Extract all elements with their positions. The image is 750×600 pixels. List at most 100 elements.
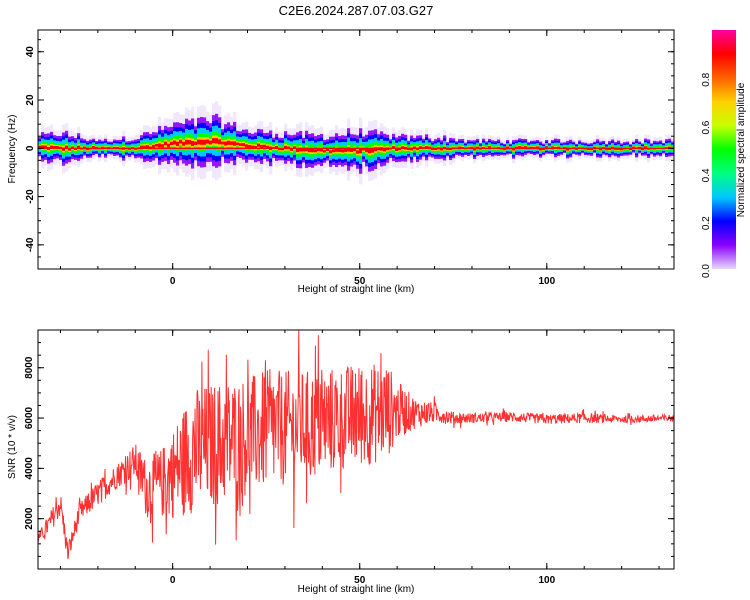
x-tick-label: 100 [538,575,555,586]
y-tick-label: 2000 [24,507,35,530]
heat-cell [611,146,615,149]
heat-cell [53,145,57,149]
heat-cell [50,145,54,149]
heat-cell [203,139,207,145]
heat-cell [575,148,579,150]
heat-cell [128,148,132,150]
spectrogram-panel: 0 50 100 -40 -20 0 20 40 Height of straight lin… [7,29,675,295]
heat-cell [251,145,255,149]
heat-cell [101,146,105,149]
heat-cell [515,146,519,149]
heat-cell [155,143,159,147]
spectrogram-axes-frame [37,29,675,270]
heat-cell [173,140,177,145]
heat-cell [92,146,96,148]
heat-cell [254,145,258,149]
heat-cell [83,146,87,149]
heat-cell [407,148,411,150]
colorbar-tick-label: 0.4 [701,168,712,182]
heat-cell [524,146,528,148]
heat-cell [65,145,69,149]
heat-cell [503,149,507,151]
heat-cell [368,149,372,154]
snr-ticks: 0 50 100 2000 4000 6000 8000 [24,330,674,586]
heat-cell [590,148,594,151]
heat-cell [257,143,261,147]
snr-panel: 0 50 100 2000 4000 6000 8000 Height of straigh… [7,329,675,595]
colorbar-tick-label: 0.8 [701,72,712,86]
snr-x-label: Height of straight line (km) [298,584,415,595]
heat-cell [410,147,414,151]
heat-cell [344,148,348,152]
heat-cell [77,145,81,149]
heat-cell [335,148,339,152]
heat-cell [230,141,234,145]
heat-cell [167,143,171,148]
heat-cell [395,148,399,152]
heat-cell [329,150,333,154]
heat-cell [314,149,318,153]
heat-cell [446,148,450,150]
heat-cell [236,142,240,146]
snr-series-line [38,330,674,560]
heat-cell [41,145,45,149]
heat-cell [479,148,483,150]
heat-cell [215,138,219,144]
heat-cell [431,148,435,151]
heat-cell [332,149,336,153]
spectrogram-x-label: Height of straight line (km) [298,284,415,295]
heat-cell [62,147,66,151]
heat-cell [140,145,144,148]
heat-cell [296,148,300,152]
heat-cell [632,146,636,148]
heat-cell [302,148,306,152]
heat-cell [425,146,429,149]
y-tick-label: 20 [25,94,36,106]
spectrogram-ticks: 0 50 100 -40 -20 0 20 40 [25,30,674,287]
heat-cell [617,148,621,150]
heat-cell [263,144,267,148]
heat-cell [638,146,642,148]
figure-title: C2E6.2024.287.07.03.G27 [279,3,434,18]
heat-cell [242,143,246,147]
heat-cell [362,147,366,151]
heat-cell [371,148,375,153]
heat-cell [86,148,90,151]
heat-cell [197,139,201,145]
heat-cell [476,146,480,149]
heat-cell [347,147,351,152]
colorbar-gradient [712,30,736,269]
heat-cell [488,146,492,148]
x-tick-label: 100 [538,276,555,287]
y-tick-label: 4000 [24,457,35,480]
heat-cell [518,146,522,148]
heat-cell [68,148,72,151]
heat-cell [170,141,174,146]
y-tick-label: 6000 [24,406,35,429]
heat-cell [434,148,438,151]
heat-cell [551,146,555,148]
heat-cell [239,143,243,146]
heat-cell [359,148,363,154]
heat-cell [530,146,534,149]
heat-cell [440,148,444,151]
heat-cell [305,147,309,152]
x-tick-label: 50 [354,276,366,287]
heat-cell [620,149,624,151]
heat-cell [668,146,672,149]
heat-cell [290,148,294,151]
heat-cell [419,146,423,149]
heat-cell [353,148,357,152]
heat-cell [281,148,285,151]
colorbar-tick-label: 0.6 [701,120,712,134]
heat-cell [365,149,369,153]
heat-cell [341,149,345,153]
heat-cell [614,148,618,150]
heat-cell [311,148,315,153]
heat-cell [605,149,609,151]
heat-cell [629,148,633,151]
heat-cell [233,141,237,146]
heat-cell [176,141,180,147]
heat-cell [260,144,264,149]
heat-cell [248,144,252,148]
